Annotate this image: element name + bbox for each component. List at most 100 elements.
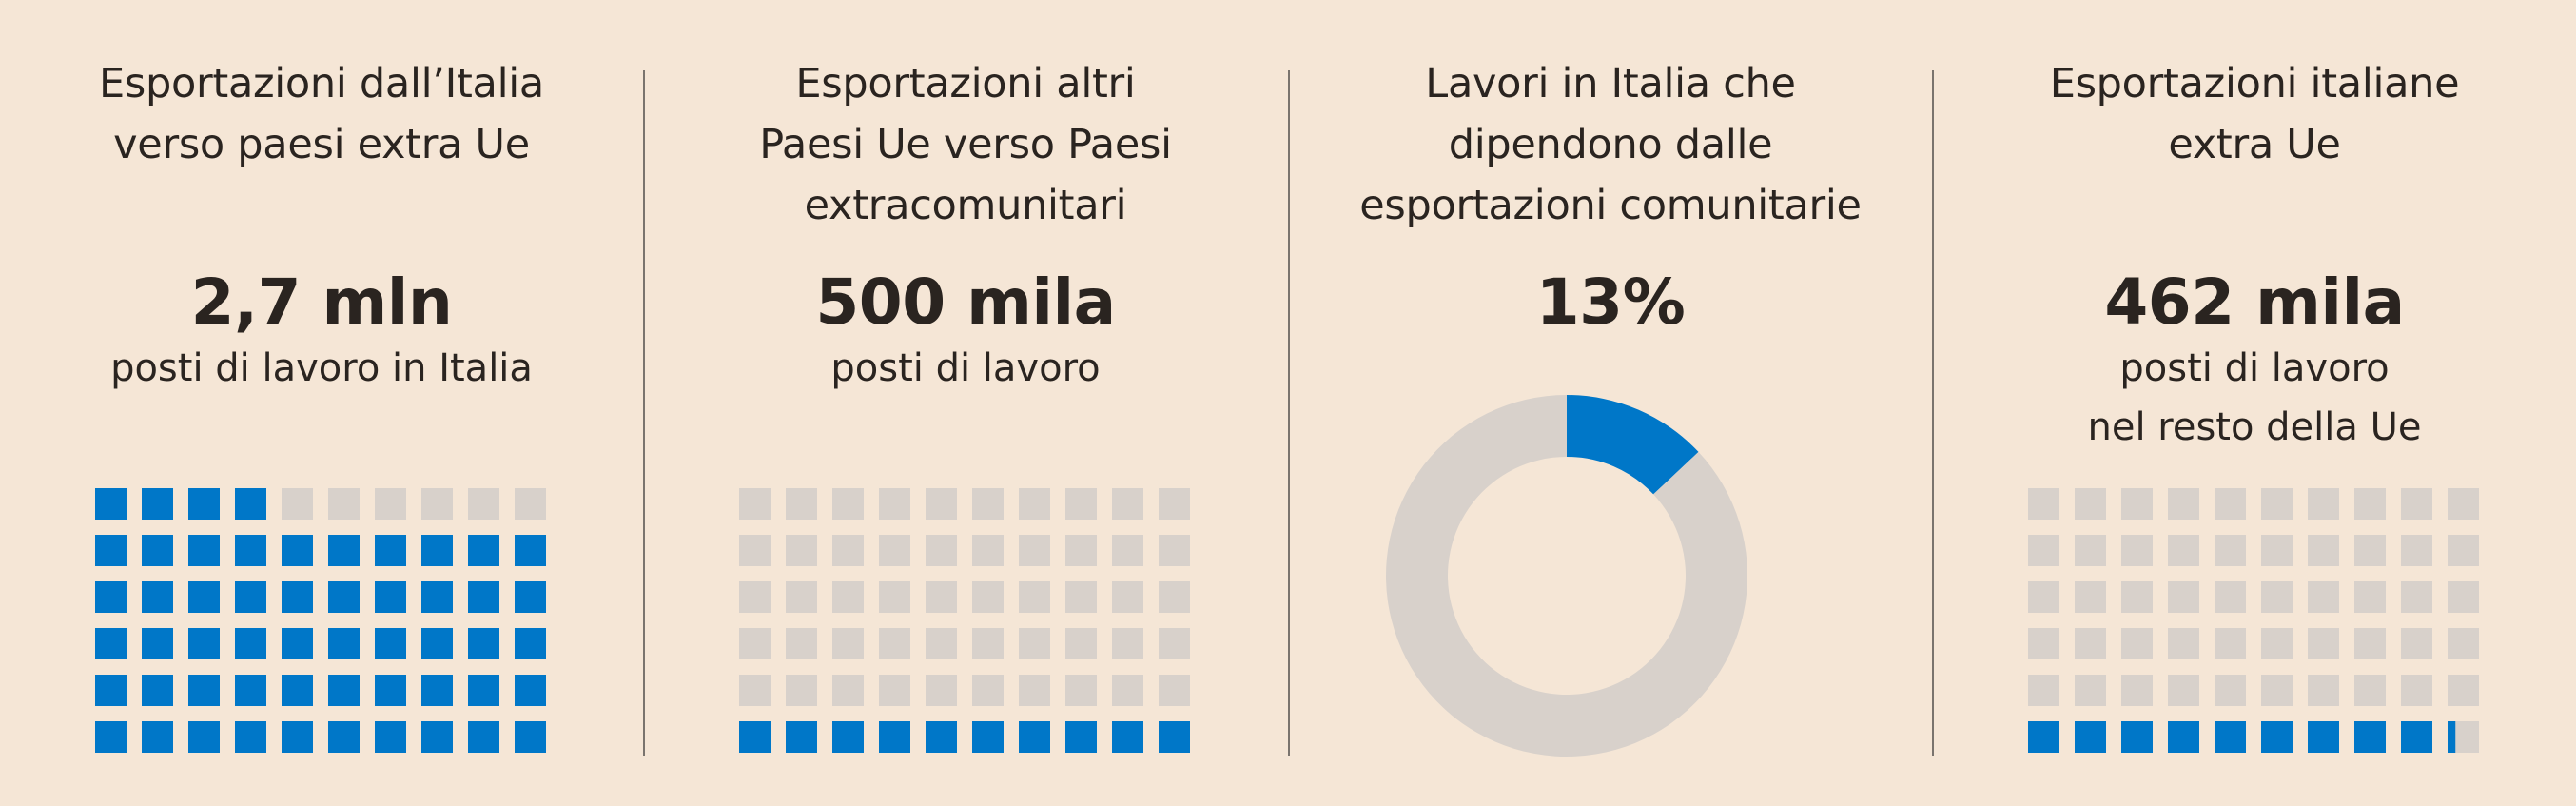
- waffle-cell: [2121, 535, 2153, 566]
- waffle-cell: [2354, 675, 2386, 706]
- waffle-cell: [328, 488, 360, 520]
- waffle-cell-filled: [2261, 721, 2293, 753]
- waffle-cell: [2308, 535, 2339, 566]
- waffle-cell-filled: [1112, 721, 1143, 753]
- waffle-cell-filled: [142, 628, 173, 659]
- waffle-cell-filled: [2121, 721, 2153, 753]
- waffle-cell: [2261, 488, 2293, 520]
- waffle-cell-filled: [926, 721, 957, 753]
- waffle-cell-filled: [328, 721, 360, 753]
- panel-value: 462 mila: [2104, 265, 2405, 339]
- waffle-cell: [2028, 488, 2059, 520]
- waffle-cell-filled: [188, 581, 220, 613]
- waffle-cell: [926, 581, 957, 613]
- panel-title: Esportazioni italiane extra Ue: [2049, 60, 2460, 168]
- waffle-cell: [1065, 488, 1097, 520]
- panel-title: Esportazioni altri Paesi Ue verso Paesi …: [759, 60, 1172, 229]
- donut-slice-rest: [1386, 395, 1747, 757]
- panel-italian-export-extra-eu: Esportazioni italiane extra Ue 462 mila …: [1933, 0, 2576, 806]
- waffle-cell: [2168, 535, 2199, 566]
- waffle-cell: [832, 675, 864, 706]
- panel-subtitle: posti di lavoro: [830, 346, 1101, 390]
- waffle-cell-filled: [282, 581, 313, 613]
- waffle-cell: [2448, 628, 2479, 659]
- waffle-cell: [739, 581, 771, 613]
- waffle-cell-filled: [515, 675, 546, 706]
- donut-slice-highlight: [1567, 395, 1699, 495]
- waffle-cell: [879, 535, 910, 566]
- waffle-cell: [2401, 488, 2432, 520]
- waffle-cell-filled: [188, 628, 220, 659]
- waffle-cell-filled: [235, 581, 266, 613]
- waffle-cell: [2028, 581, 2059, 613]
- waffle-cell-filled: [375, 628, 406, 659]
- waffle-cell: [786, 675, 817, 706]
- panel-title: Esportazioni dall’Italia verso paesi ext…: [99, 60, 544, 168]
- waffle-cell: [2448, 535, 2479, 566]
- waffle-cell: [2075, 535, 2106, 566]
- waffle-cell-filled: [2448, 721, 2456, 753]
- waffle-cell-filled: [142, 721, 173, 753]
- waffle-cell: [926, 675, 957, 706]
- waffle-cell: [786, 628, 817, 659]
- panel-export-italy-extra-eu: Esportazioni dall’Italia verso paesi ext…: [0, 0, 643, 806]
- waffle-cell: [879, 628, 910, 659]
- waffle-cell: [2028, 628, 2059, 659]
- waffle-cell-filled: [1019, 721, 1050, 753]
- waffle-cell-filled: [786, 721, 817, 753]
- waffle-cell: [2121, 675, 2153, 706]
- divider: [1288, 70, 1290, 756]
- waffle-cell: [786, 581, 817, 613]
- waffle-cell: [2261, 628, 2293, 659]
- waffle-cell-filled: [832, 721, 864, 753]
- waffle-cell-filled: [282, 628, 313, 659]
- panel-jobs-dependent: Lavori in Italia che dipendono dalle esp…: [1289, 0, 1932, 806]
- waffle-cell: [1112, 535, 1143, 566]
- waffle-cell-filled: [188, 675, 220, 706]
- waffle-cell: [1112, 675, 1143, 706]
- waffle-cell: [2354, 581, 2386, 613]
- waffle-cell: [739, 535, 771, 566]
- waffle-cell: [2168, 488, 2199, 520]
- waffle-cell: [1112, 628, 1143, 659]
- waffle-cell: [1019, 488, 1050, 520]
- waffle-cell: [2215, 488, 2246, 520]
- waffle-cell-filled: [282, 675, 313, 706]
- waffle-cell: [2121, 628, 2153, 659]
- waffle-cell: [972, 628, 1004, 659]
- waffle-cell: [2075, 628, 2106, 659]
- waffle-cell: [972, 488, 1004, 520]
- waffle-cell: [375, 488, 406, 520]
- waffle-cell: [2215, 581, 2246, 613]
- waffle-cell: [2168, 581, 2199, 613]
- waffle-cell: [2308, 628, 2339, 659]
- waffle-cell: [739, 675, 771, 706]
- waffle-cell: [739, 628, 771, 659]
- waffle-cell-filled: [2075, 721, 2106, 753]
- waffle-cell-filled: [468, 535, 499, 566]
- waffle-cell: [1019, 675, 1050, 706]
- waffle-cell: [2215, 675, 2246, 706]
- waffle-cell: [1065, 675, 1097, 706]
- waffle-cell-filled: [468, 628, 499, 659]
- waffle-cell: [2028, 675, 2059, 706]
- panel-title: Lavori in Italia che dipendono dalle esp…: [1359, 60, 1862, 229]
- waffle-cell: [2215, 535, 2246, 566]
- waffle-cell-filled: [1065, 721, 1097, 753]
- waffle-cell: [2168, 675, 2199, 706]
- divider: [643, 70, 645, 756]
- waffle-cell: [2401, 628, 2432, 659]
- waffle-cell-filled: [235, 535, 266, 566]
- waffle-cell-filled: [515, 628, 546, 659]
- panel-value: 13%: [1535, 265, 1686, 339]
- waffle-cell: [972, 535, 1004, 566]
- waffle-cell: [2075, 488, 2106, 520]
- waffle-cell: [972, 581, 1004, 613]
- waffle-cell: [2028, 535, 2059, 566]
- waffle-cell: [1112, 581, 1143, 613]
- waffle-cell: [1159, 488, 1190, 520]
- waffle-cell: [879, 675, 910, 706]
- waffle-cell: [972, 675, 1004, 706]
- waffle-cell-filled: [328, 675, 360, 706]
